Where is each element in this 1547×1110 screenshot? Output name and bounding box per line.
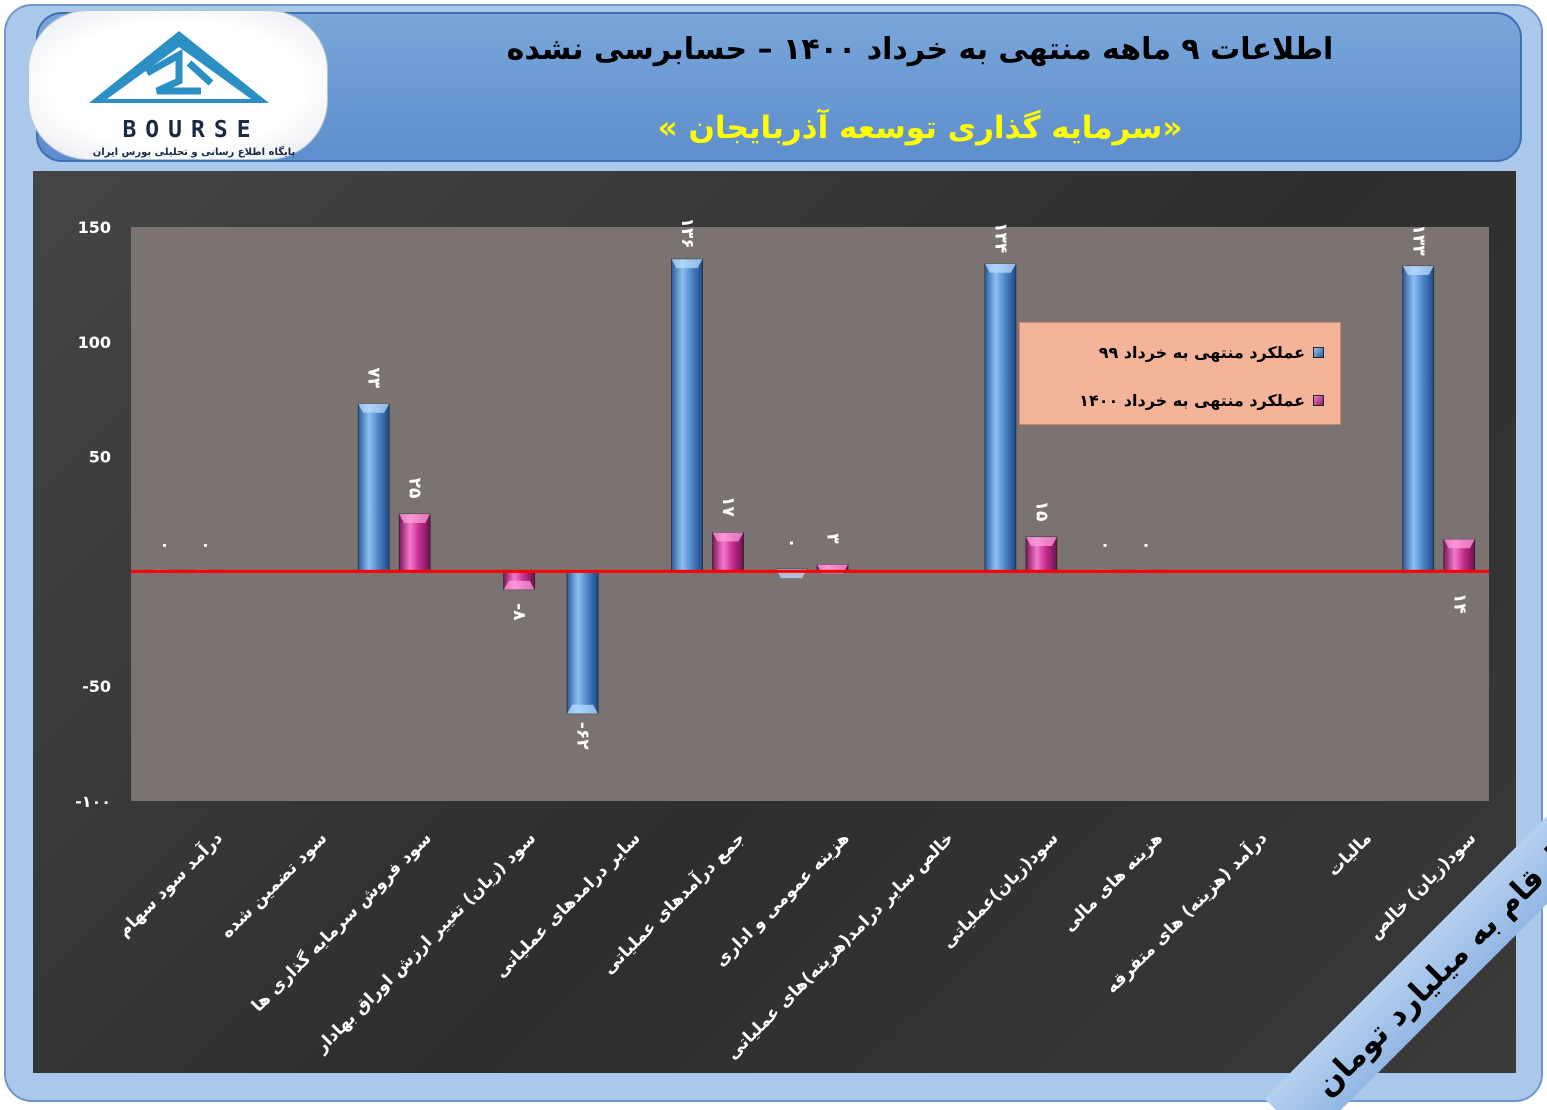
- bar-chart: -۱۰۰ -50 50 100 150 ۰ ۷۳ -۶۲ ۱۳۶ ۰ ۱۳۴ ۰ ۱۳۳ ۰ ۲۵ -۸ ۱۷…: [75, 218, 1489, 1064]
- y-tick-label: -50: [82, 677, 111, 696]
- bar-bevel: [712, 532, 744, 542]
- y-tick-label: 150: [78, 218, 111, 237]
- bar-bevel: [358, 403, 390, 413]
- bar-series-1: [357, 403, 390, 572]
- legend-swatch-blue: [1313, 346, 1324, 358]
- y-tick-label: 50: [89, 448, 111, 467]
- bar-bevel: [1025, 536, 1057, 546]
- x-category-label: سود(زیان)عملیاتی: [938, 828, 1062, 952]
- page-title: اطلاعات ۹ ماهه منتهی به خرداد ۱۴۰۰ – حسا…: [506, 32, 1334, 67]
- x-category-label: مالیات: [1324, 828, 1376, 880]
- data-label: ۱۴: [1449, 593, 1469, 614]
- legend-swatch-pink: [1313, 394, 1324, 406]
- bar-bevel: [399, 514, 431, 523]
- bar-bevel: [1443, 539, 1475, 549]
- data-label: ۱۳۴: [990, 222, 1010, 253]
- data-label: ۰: [1095, 540, 1115, 550]
- y-tick-label: -۱۰۰: [75, 792, 111, 811]
- data-label: ۷۳: [364, 367, 384, 388]
- data-label: ۰: [155, 540, 175, 550]
- bar-bevel: [503, 580, 535, 590]
- data-label: ۲۵: [405, 478, 425, 499]
- plot-background: [131, 227, 1489, 801]
- data-label: ۱۳۳: [1408, 224, 1428, 256]
- bar-series-1: [984, 263, 1017, 572]
- bar-series-1: [566, 571, 599, 715]
- y-axis: -۱۰۰ -50 50 100 150: [75, 218, 111, 811]
- data-label: ۰: [1136, 540, 1156, 550]
- legend-item-series-1: عملکرد منتهی به خرداد ۹۹: [1099, 339, 1324, 365]
- bourse-logo: BOURSE پایگاه اطلاع رسانی و تحلیلی بورس …: [28, 10, 328, 160]
- bar-bevel: [567, 704, 599, 714]
- bar-series-1: [1402, 265, 1435, 572]
- x-category-label: درآمد (هزینه) های متفرقه: [1101, 827, 1272, 998]
- bar-series-2: [398, 513, 431, 572]
- logo-word: BOURSE: [122, 117, 260, 143]
- x-category-label: خالص سایر درامد(هزینه)های عملیاتی: [723, 828, 958, 1063]
- x-category-label: سود تضمین شده: [217, 828, 331, 942]
- bar-bevel: [984, 263, 1016, 273]
- data-label: ۱۳۶: [677, 218, 697, 249]
- legend-label-series-1: عملکرد منتهی به خرداد ۹۹: [1098, 342, 1305, 362]
- logo-mark-icon: [89, 31, 269, 103]
- data-label: ۱۷: [718, 496, 738, 517]
- legend-label-series-2: عملکرد منتهی به خرداد ۱۴۰۰: [1079, 390, 1305, 410]
- data-label: ۱۵: [1031, 501, 1051, 522]
- logo-tagline: پایگاه اطلاع رسانی و تحلیلی بورس ایران: [92, 147, 296, 158]
- bar-bevel: [671, 259, 703, 269]
- y-tick-label: 100: [78, 333, 111, 352]
- data-label: ۰: [782, 538, 802, 548]
- company-name: «سرمایه گذاری توسعه آذربایجان »: [657, 110, 1183, 146]
- data-label: ۳: [823, 533, 843, 544]
- x-category-label: درآمد سود سهام: [113, 827, 227, 941]
- x-category-label: هزینه های مالی: [1059, 828, 1167, 936]
- data-label: -۸: [509, 603, 529, 621]
- data-label: ۰: [196, 540, 216, 550]
- bar-bevel: [1402, 266, 1434, 276]
- x-category-label: سود (زیان) تغییر ارزش اوراق بهادار: [311, 828, 540, 1057]
- data-label: -۶۲: [573, 722, 593, 750]
- bar-series-1: [671, 258, 703, 572]
- chart-legend: عملکرد منتهی به خرداد ۹۹ عملکرد منتهی به…: [1019, 322, 1341, 425]
- legend-item-series-2: عملکرد منتهی به خرداد ۱۴۰۰: [1079, 387, 1324, 413]
- data-labels: ۰ ۷۳ -۶۲ ۱۳۶ ۰ ۱۳۴ ۰ ۱۳۳ ۰ ۲۵ -۸ ۱۷ ۳ ۱۵ ۰ ۱۴: [155, 218, 1470, 751]
- chart-area: -۱۰۰ -50 50 100 150 ۰ ۷۳ -۶۲ ۱۳۶ ۰ ۱۳۴ ۰ ۱۳۳ ۰ ۲۵ -۸ ۱۷…: [33, 171, 1516, 1073]
- x-category-label: سود فروش سرمایه گذاری ها: [247, 828, 435, 1016]
